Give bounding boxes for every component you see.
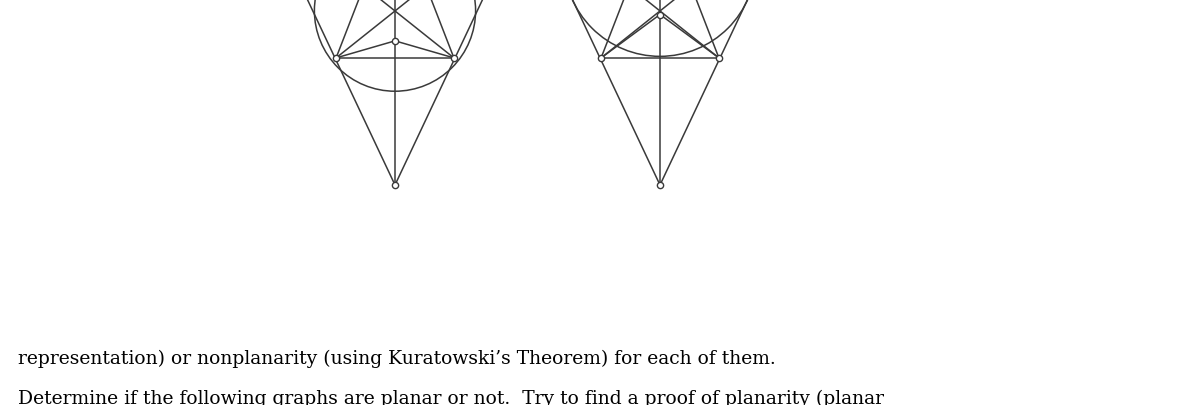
Text: Determine if the following graphs are planar or not.  Try to find a proof of pla: Determine if the following graphs are pl…	[18, 390, 884, 405]
Text: representation) or nonplanarity (using Kuratowski’s Theorem) for each of them.: representation) or nonplanarity (using K…	[18, 350, 775, 368]
